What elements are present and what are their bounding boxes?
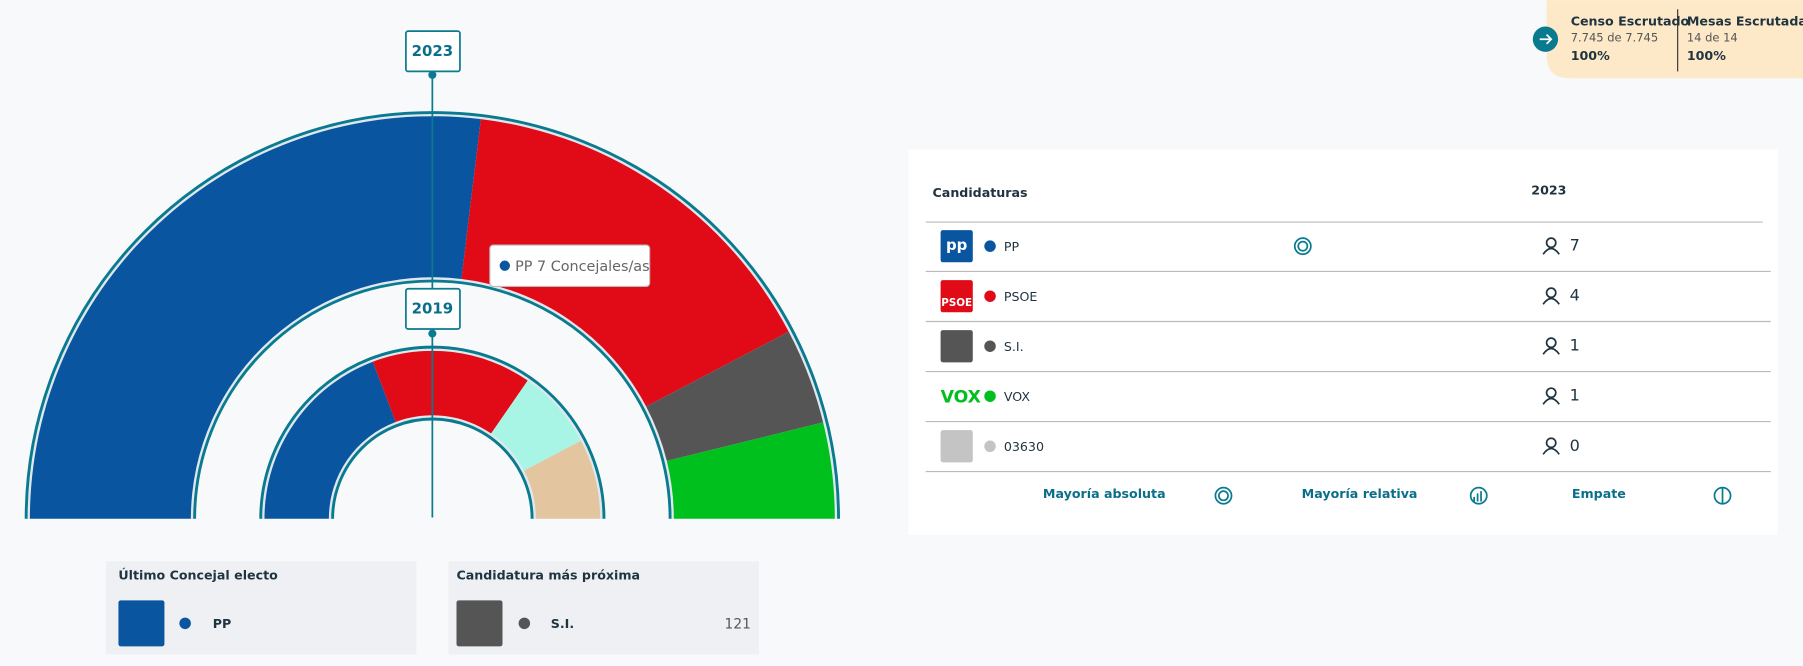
year-dot — [428, 329, 437, 338]
party-logo-box — [940, 280, 973, 313]
seat-arc[interactable] — [666, 422, 835, 519]
person-icon — [1545, 337, 1557, 349]
status-percent: 100% — [1571, 48, 1610, 63]
status-percent: 100% — [1687, 48, 1726, 63]
party-name: 03630 — [1004, 439, 1044, 454]
person-icon — [1542, 447, 1560, 455]
party-dot — [518, 617, 531, 630]
tooltip-dot — [499, 260, 510, 271]
status-count: 14 de 14 — [1687, 31, 1738, 45]
year-box — [405, 287, 461, 330]
party-logo-box — [940, 430, 973, 463]
party-name: PP — [213, 616, 232, 631]
status-title: Censo Escrutado — [1571, 13, 1690, 28]
table-header-year: 2023 — [1531, 182, 1566, 197]
majority-icon — [1293, 237, 1312, 256]
arrow-icon — [1539, 33, 1553, 45]
status-title: Mesas Escrutadas — [1687, 13, 1803, 28]
party-logo: VOX — [941, 387, 981, 407]
party-logo-box — [940, 330, 973, 363]
tooltip-text: PP 7 Concejales/as — [515, 259, 649, 275]
seat-chart: 2023 2019 PP 7 Concejales/as — [24, 30, 840, 519]
table-rows: pp PP 7 PSOE PSOE 4 S.I. 1 VOX VOX 1 03630 0 — [925, 230, 1771, 473]
person-icon — [1545, 287, 1557, 299]
card-title: Candidatura más próxima — [456, 568, 640, 583]
seat-arc[interactable] — [523, 440, 601, 519]
party-dot — [984, 390, 996, 402]
person-icon — [1542, 347, 1560, 355]
year-label: 2023 — [412, 42, 454, 60]
party-name: PP — [1004, 239, 1020, 254]
party-dot — [984, 240, 996, 252]
seat-count: 4 — [1570, 286, 1580, 305]
tie-icon — [1713, 486, 1732, 505]
seat-arc[interactable] — [264, 361, 396, 519]
legend-label: Mayoría absoluta — [1043, 486, 1166, 501]
table-header: Candidaturas — [933, 185, 1028, 200]
person-icon — [1542, 297, 1560, 305]
seat-arc[interactable] — [29, 116, 481, 519]
party-logo-box — [940, 230, 973, 263]
votes: 121 — [725, 616, 751, 632]
party-swatch — [456, 600, 503, 647]
year-label: 2019 — [412, 299, 454, 317]
party-dot — [984, 440, 996, 453]
status-card — [1546, 0, 1803, 79]
year-dot — [428, 70, 437, 79]
party-logo: pp — [946, 236, 968, 254]
seat-count: 1 — [1570, 386, 1580, 405]
party-name: VOX — [1004, 389, 1031, 404]
tooltip — [489, 244, 651, 288]
legend-label: Mayoría relativa — [1302, 486, 1418, 501]
party-dot — [984, 290, 996, 302]
relative-majority-icon — [1469, 486, 1488, 505]
person-icon — [1545, 387, 1557, 399]
person-icon — [1545, 437, 1557, 449]
seat-count: 7 — [1570, 236, 1580, 255]
seat-count: 0 — [1570, 436, 1580, 455]
party-logo: PSOE — [941, 297, 972, 309]
person-icon — [1545, 237, 1557, 249]
party-swatch — [118, 600, 165, 647]
seat-arc[interactable] — [646, 331, 824, 461]
party-name: S.I. — [551, 616, 574, 631]
party-name: PSOE — [1004, 289, 1038, 304]
person-icon — [1542, 397, 1560, 405]
status-count: 7.745 de 7.745 — [1571, 31, 1658, 45]
seat-arc[interactable] — [372, 350, 528, 434]
majority-icon — [1297, 240, 1309, 252]
party-dot — [179, 617, 191, 630]
results-panel — [908, 149, 1778, 535]
seat-arc[interactable] — [491, 380, 582, 471]
party-name: S.I. — [1004, 339, 1024, 354]
legend-label: Empate — [1572, 486, 1626, 501]
seat-count: 1 — [1570, 336, 1580, 355]
person-icon — [1542, 247, 1560, 255]
absolute-majority-icon — [1214, 486, 1233, 505]
card-title: Último Concejal electo — [118, 568, 278, 583]
party-dot — [984, 340, 996, 352]
